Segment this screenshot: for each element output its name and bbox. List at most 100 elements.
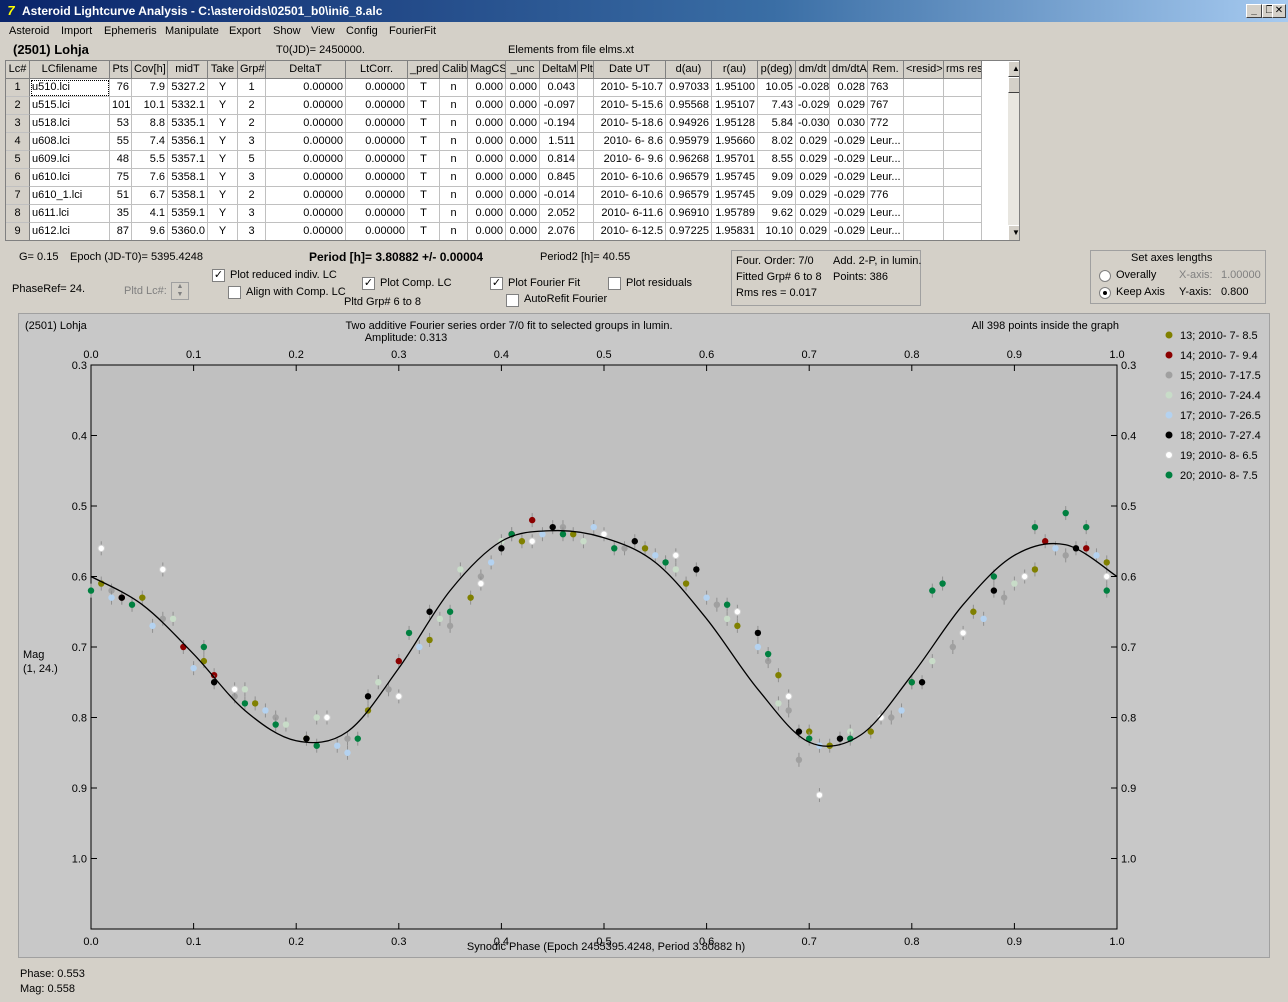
menu-ephemeris[interactable]: Ephemeris	[104, 25, 157, 37]
column-header[interactable]: Grp#	[238, 61, 266, 79]
data-point	[784, 692, 793, 701]
column-header[interactable]: d(au)	[666, 61, 712, 79]
column-header[interactable]: p(deg)	[758, 61, 796, 79]
scroll-down-icon[interactable]: ▼	[1008, 225, 1019, 240]
column-header[interactable]: Plt	[578, 61, 594, 79]
cursor-phase: Phase: 0.553	[20, 968, 85, 980]
table-cell	[944, 115, 982, 133]
scroll-thumb[interactable]	[1008, 77, 1019, 93]
x-tick-label: 1.0	[1109, 936, 1124, 948]
table-cell: 0.00000	[266, 205, 346, 223]
x-tick-label: 0.7	[802, 936, 817, 948]
column-header[interactable]: Take	[208, 61, 238, 79]
column-header[interactable]: <resid>	[904, 61, 944, 79]
column-header[interactable]: DeltaM	[540, 61, 578, 79]
data-point	[980, 615, 987, 622]
table-cell: u518.lci	[30, 115, 110, 133]
column-header[interactable]: _pred.	[408, 61, 440, 79]
menu-view[interactable]: View	[311, 25, 335, 37]
column-header[interactable]: dm/dtA	[830, 61, 868, 79]
x-axis-input[interactable]: 1.00000	[1221, 269, 1261, 281]
column-header[interactable]: dm/dt	[796, 61, 830, 79]
table-scrollbar[interactable]: ▲ ▼	[1008, 61, 1019, 240]
table-cell: 9.62	[758, 205, 796, 223]
pltd-lc-spinner[interactable]: ▲ ▼	[171, 282, 189, 300]
table-cell: n	[440, 79, 468, 97]
plot-comp-checkbox[interactable]: ✓	[362, 277, 375, 290]
menu-config[interactable]: Config	[346, 25, 378, 37]
data-point	[364, 693, 372, 700]
column-header[interactable]: rms res	[944, 61, 982, 79]
column-header[interactable]: LCfilename	[30, 61, 110, 79]
table-cell: -0.014	[540, 187, 578, 205]
cursor-mag: Mag: 0.558	[20, 983, 76, 995]
table-cell: T	[408, 169, 440, 187]
menu-manipulate[interactable]: Manipulate	[165, 25, 219, 37]
data-point	[785, 707, 792, 714]
g-param: G= 0.15	[19, 251, 59, 263]
table-cell: u608.lci	[30, 133, 110, 151]
column-header[interactable]: Cov[h]	[132, 61, 168, 79]
column-header[interactable]: Date UT	[594, 61, 666, 79]
lightcurve-table[interactable]: Lc# LCfilename Pts Cov[h] midT Take Grp# DeltaT…	[5, 60, 1020, 241]
overally-radio[interactable]	[1099, 270, 1111, 282]
period-param: Period [h]= 3.80882 +/- 0.00004	[309, 250, 484, 264]
data-point	[282, 721, 290, 728]
data-point	[775, 672, 782, 679]
menu-fourierfit[interactable]: FourierFit	[389, 25, 437, 37]
data-point	[303, 735, 310, 742]
column-header[interactable]: MagCS	[468, 61, 506, 79]
column-header[interactable]: Rem.	[868, 61, 904, 79]
table-cell: 1.95701	[712, 151, 758, 169]
scroll-up-icon[interactable]: ▲	[1008, 61, 1019, 77]
table-cell: T	[408, 115, 440, 133]
column-header[interactable]: LtCorr.	[346, 61, 408, 79]
lightcurve-plot-panel[interactable]: (2501) Lohja Two additive Fourier series…	[18, 313, 1270, 958]
data-point	[733, 608, 742, 616]
plot-fourier-checkbox[interactable]: ✓	[490, 277, 503, 290]
data-point	[1000, 594, 1008, 601]
x-tick-label: 0.9	[1007, 936, 1022, 948]
column-header[interactable]: Pts	[110, 61, 132, 79]
table-cell	[944, 133, 982, 151]
column-header[interactable]: Calib.	[440, 61, 468, 79]
column-header[interactable]: DeltaT	[266, 61, 346, 79]
menu-asteroid[interactable]: Asteroid	[9, 25, 50, 37]
column-header[interactable]: _unc	[506, 61, 540, 79]
table-cell: Y	[208, 97, 238, 115]
table-cell: 87	[110, 223, 132, 240]
menu-import[interactable]: Import	[61, 25, 93, 37]
x-tick-label: 0.8	[904, 936, 919, 948]
y-axis-input[interactable]: 0.800	[1221, 286, 1249, 298]
menu-export[interactable]: Export	[229, 25, 261, 37]
legend-label: 17; 2010- 7-26.5	[1180, 410, 1261, 422]
data-point	[446, 622, 454, 630]
menu-show[interactable]: Show	[273, 25, 301, 37]
table-cell: 0.00000	[266, 115, 346, 133]
keep-axis-radio[interactable]	[1099, 287, 1111, 299]
data-point	[446, 608, 454, 615]
fourier-order: Four. Order: 7/0	[736, 255, 814, 267]
plot-residuals-checkbox[interactable]	[608, 277, 621, 290]
table-cell: 0.97033	[666, 79, 712, 97]
autorefit-checkbox[interactable]	[506, 294, 519, 307]
column-header[interactable]: midT	[168, 61, 208, 79]
plot-comp-label: Plot Comp. LC	[380, 277, 452, 289]
align-comp-checkbox[interactable]	[228, 286, 241, 299]
align-comp-label: Align with Comp. LC	[246, 286, 346, 298]
column-header[interactable]: r(au)	[712, 61, 758, 79]
table-cell: 75	[110, 169, 132, 187]
table-cell: 0.000	[468, 133, 506, 151]
table-cell: 0.00000	[266, 169, 346, 187]
minimize-button[interactable]: _	[1246, 4, 1262, 18]
plot-reduced-checkbox[interactable]: ✓	[212, 269, 225, 282]
table-cell: -0.029	[830, 169, 868, 187]
close-button[interactable]: ✕	[1272, 4, 1286, 18]
column-header[interactable]: Lc#	[6, 61, 30, 79]
table-cell: 0.000	[506, 79, 540, 97]
data-point	[334, 742, 341, 749]
data-point	[590, 523, 597, 531]
lightcurve-chart[interactable]: (2501) Lohja Two additive Fourier series…	[19, 314, 1269, 957]
data-point	[1103, 559, 1110, 566]
table-cell: Y	[208, 115, 238, 133]
